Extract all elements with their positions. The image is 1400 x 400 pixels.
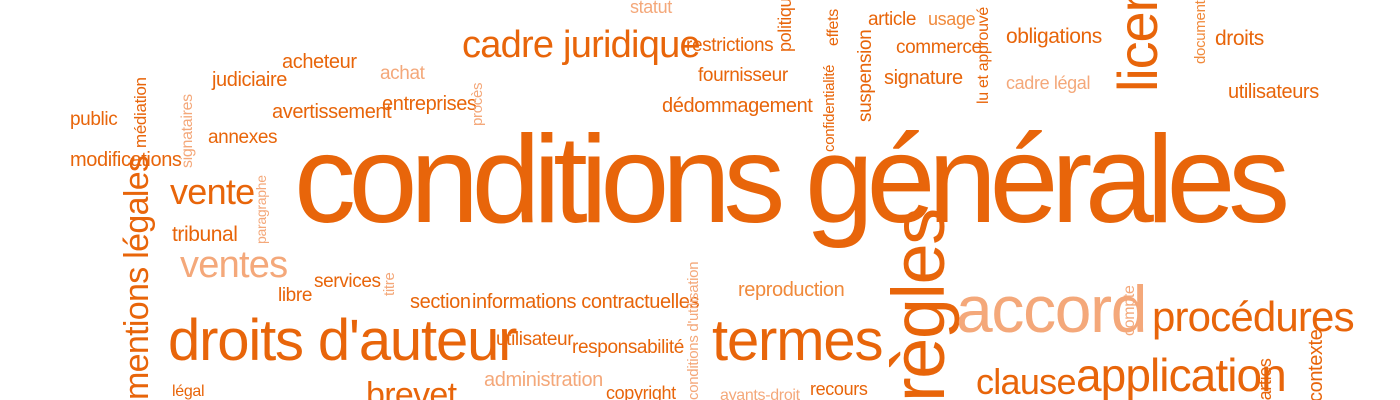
word-lu-approuve: lu et approuvé: [975, 7, 992, 104]
word-administration: administration: [484, 369, 603, 391]
word-accord: accord: [956, 272, 1148, 346]
word-licence: licence: [1106, 0, 1169, 92]
word-procedures: procédures: [1152, 293, 1355, 340]
word-ventes: ventes: [180, 244, 288, 286]
word-regles: règles: [877, 209, 960, 400]
word-cadre-juridique: cadre juridique: [462, 24, 701, 66]
word-titre: titre: [381, 272, 398, 296]
word-conditions-generales: conditions générales: [294, 111, 1290, 249]
word-entreprises: entreprises: [382, 93, 477, 115]
word-document: document: [1192, 0, 1209, 64]
word-droits-auteur: droits d'auteur: [168, 308, 518, 373]
word-dedommagement: dédommagement: [662, 95, 813, 117]
word-droits: droits: [1215, 27, 1264, 50]
word-responsabilite: responsabilité: [572, 337, 684, 358]
word-achat: achat: [380, 63, 425, 84]
word-politique: politique: [775, 0, 795, 52]
word-vente: vente: [170, 171, 255, 212]
word-section: section: [410, 291, 471, 313]
word-cadre-legal: cadre légal: [1006, 73, 1091, 93]
word-paragraphe: paragraphe: [253, 175, 269, 244]
word-signataires: signataires: [179, 94, 196, 168]
word-brevet: brevet: [366, 376, 457, 400]
word-annexes: annexes: [208, 127, 278, 148]
word-modifications: modifications: [70, 149, 182, 171]
word-utilisateur: utilisateur: [496, 329, 574, 350]
word-mediation: médiation: [131, 77, 150, 148]
word-usage: usage: [928, 9, 976, 29]
word-suspension: suspension: [855, 29, 876, 122]
word-services: services: [314, 271, 381, 292]
word-fournisseur: fournisseur: [698, 65, 788, 86]
word-acheteur: acheteur: [282, 51, 357, 73]
word-public: public: [70, 109, 118, 130]
word-restrictions: restrictions: [686, 35, 774, 56]
word-ayants-droit: ayants-droit: [720, 387, 800, 400]
word-recours: recours: [810, 379, 868, 399]
word-avertissement: avertissement: [272, 101, 392, 123]
word-obligations: obligations: [1006, 25, 1102, 48]
word-commerce: commerce: [896, 37, 982, 58]
word-reproduction: reproduction: [738, 279, 845, 301]
word-statut: statut: [630, 0, 672, 17]
word-effets: effets: [825, 9, 842, 46]
word-copyright: copyright: [606, 383, 676, 400]
word-tribunal: tribunal: [172, 223, 238, 246]
word-libre: libre: [278, 285, 313, 306]
word-parties: parties: [1255, 358, 1275, 400]
word-mentions-legales: mentions légales: [118, 155, 156, 400]
word-article: article: [868, 9, 917, 30]
word-legal: légal: [172, 383, 205, 400]
word-conditions-utilisation: conditions d'utilisation: [685, 261, 702, 400]
word-utilisateurs: utilisateurs: [1228, 81, 1319, 103]
word-termes: termes: [712, 308, 883, 373]
word-signature: signature: [884, 67, 963, 89]
word-informations-contractuelles: informations contractuelles: [472, 291, 700, 313]
word-contexte: contexte: [1305, 329, 1327, 400]
word-clause: clause: [976, 361, 1076, 400]
word-application: application: [1076, 349, 1287, 400]
word-judiciaire: judiciaire: [212, 69, 287, 91]
